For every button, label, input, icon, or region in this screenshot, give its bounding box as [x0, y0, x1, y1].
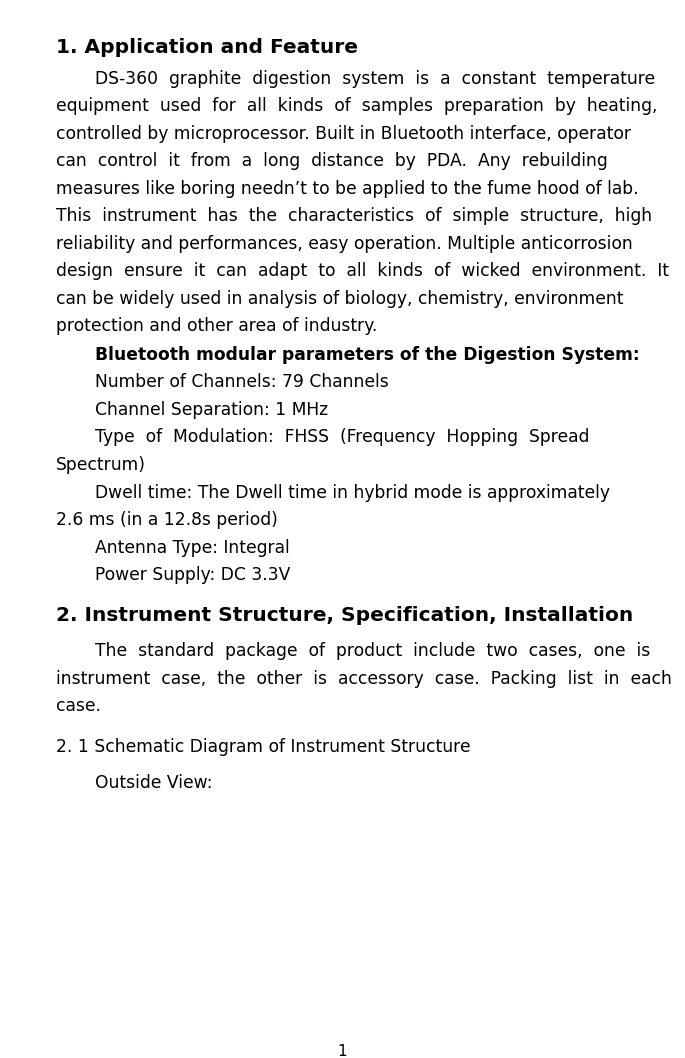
- Text: controlled by microprocessor. Built in Bluetooth interface, operator: controlled by microprocessor. Built in B…: [56, 125, 631, 143]
- Text: 2. 1 Schematic Diagram of Instrument Structure: 2. 1 Schematic Diagram of Instrument Str…: [56, 738, 471, 756]
- Text: Number of Channels: 79 Channels: Number of Channels: 79 Channels: [95, 373, 389, 391]
- Text: design  ensure  it  can  adapt  to  all  kinds  of  wicked  environment.  It: design ensure it can adapt to all kinds …: [56, 262, 669, 280]
- Text: can  control  it  from  a  long  distance  by  PDA.  Any  rebuilding: can control it from a long distance by P…: [56, 152, 608, 170]
- Text: measures like boring needn’t to be applied to the fume hood of lab.: measures like boring needn’t to be appli…: [56, 180, 638, 198]
- Text: Bluetooth modular parameters of the Digestion System:: Bluetooth modular parameters of the Dige…: [95, 346, 640, 364]
- Text: This  instrument  has  the  characteristics  of  simple  structure,  high: This instrument has the characteristics …: [56, 207, 652, 225]
- Text: Dwell time: The Dwell time in hybrid mode is approximately: Dwell time: The Dwell time in hybrid mod…: [95, 484, 610, 501]
- Text: can be widely used in analysis of biology, chemistry, environment: can be widely used in analysis of biolog…: [56, 290, 623, 308]
- Text: equipment  used  for  all  kinds  of  samples  preparation  by  heating,: equipment used for all kinds of samples …: [56, 97, 658, 115]
- Text: protection and other area of industry.: protection and other area of industry.: [56, 317, 377, 335]
- Text: Power Supply: DC 3.3V: Power Supply: DC 3.3V: [95, 566, 290, 584]
- Text: reliability and performances, easy operation. Multiple anticorrosion: reliability and performances, easy opera…: [56, 235, 633, 253]
- Text: DS-360  graphite  digestion  system  is  a  constant  temperature: DS-360 graphite digestion system is a co…: [95, 70, 655, 88]
- Text: 2.6 ms (in a 12.8s period): 2.6 ms (in a 12.8s period): [56, 511, 278, 529]
- Text: 1. Application and Feature: 1. Application and Feature: [56, 37, 358, 56]
- Text: Type  of  Modulation:  FHSS  (Frequency  Hopping  Spread: Type of Modulation: FHSS (Frequency Hopp…: [95, 428, 589, 446]
- Text: 2. Instrument Structure, Specification, Installation: 2. Instrument Structure, Specification, …: [56, 606, 633, 625]
- Text: Antenna Type: Integral: Antenna Type: Integral: [95, 539, 290, 557]
- Text: The  standard  package  of  product  include  two  cases,  one  is: The standard package of product include …: [95, 642, 650, 660]
- Text: 1: 1: [338, 1044, 347, 1058]
- Text: case.: case.: [56, 697, 101, 715]
- Text: Channel Separation: 1 MHz: Channel Separation: 1 MHz: [95, 401, 328, 419]
- Text: Outside View:: Outside View:: [95, 774, 212, 792]
- Text: instrument  case,  the  other  is  accessory  case.  Packing  list  in  each: instrument case, the other is accessory …: [56, 670, 672, 688]
- Text: Spectrum): Spectrum): [56, 456, 146, 474]
